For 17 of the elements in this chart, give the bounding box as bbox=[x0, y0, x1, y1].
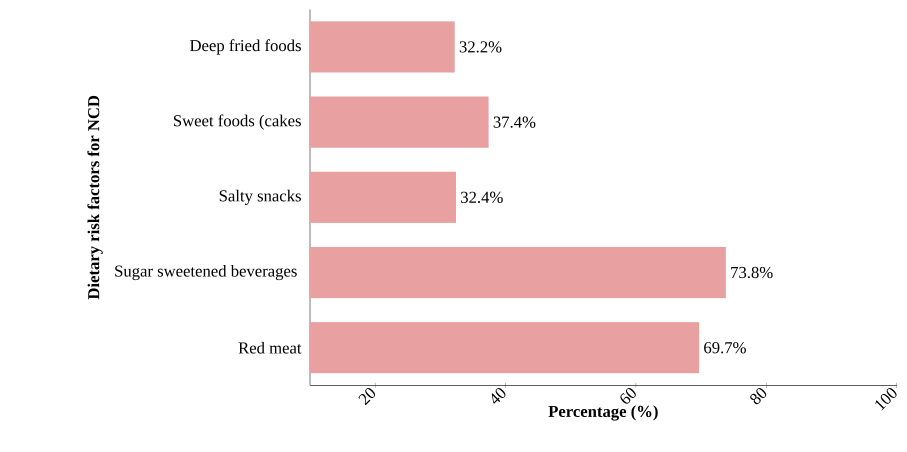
data-label: 32.2% bbox=[460, 41, 502, 53]
x-tick-label: 60 bbox=[620, 388, 636, 404]
y-tick-label: Deep fried foods bbox=[190, 39, 301, 55]
x-tick-label: 20 bbox=[358, 388, 376, 406]
y-tick-label: Sugar sweetened beverages bbox=[115, 264, 297, 280]
data-label: 32.4% bbox=[461, 192, 503, 203]
y-tick-label: Salty snacks bbox=[220, 190, 301, 205]
y-tick-label: Sweet foods (cakes bbox=[174, 114, 301, 130]
y-tick-label: Red meat bbox=[238, 342, 302, 354]
x-axis-title: Percentage (%) bbox=[548, 405, 658, 421]
x-tick-label: 100 bbox=[875, 388, 897, 411]
x-tick-label: 80 bbox=[750, 388, 766, 404]
data-label: 69.7% bbox=[704, 342, 746, 354]
data-label: 73.8% bbox=[731, 266, 773, 278]
data-label: 37.4% bbox=[494, 116, 536, 128]
y-axis-title: Dietary risk factors for NCD bbox=[87, 96, 103, 300]
x-tick-label: 40 bbox=[492, 388, 506, 404]
